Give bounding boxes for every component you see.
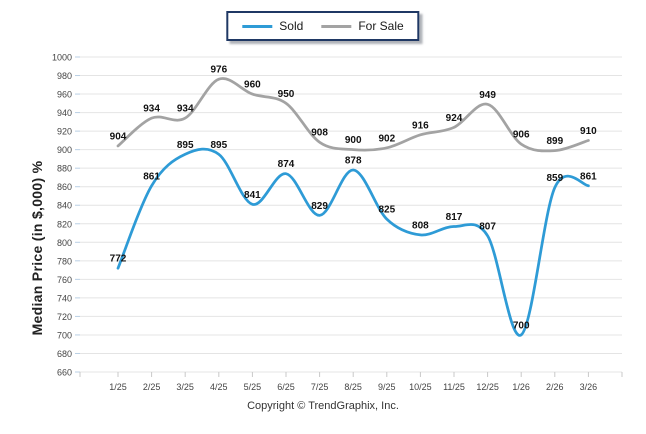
svg-text:825: 825 xyxy=(378,205,395,216)
svg-text:859: 859 xyxy=(546,173,563,184)
svg-text:808: 808 xyxy=(412,220,429,231)
legend: Sold For Sale xyxy=(226,11,420,41)
svg-text:1/25: 1/25 xyxy=(109,382,127,392)
legend-label-sold: Sold xyxy=(279,19,304,33)
y-axis-title: Median Price (in $,000) % xyxy=(29,160,45,336)
sold-line-swatch xyxy=(242,24,273,28)
svg-text:840: 840 xyxy=(57,201,72,211)
sold-line[interactable] xyxy=(116,147,590,337)
svg-text:861: 861 xyxy=(143,171,160,182)
svg-text:899: 899 xyxy=(546,136,563,147)
svg-text:950: 950 xyxy=(278,89,295,100)
copyright-text: Copyright © TrendGraphix, Inc. xyxy=(247,400,399,412)
svg-text:780: 780 xyxy=(57,256,72,266)
svg-text:820: 820 xyxy=(57,219,72,229)
svg-text:2/26: 2/26 xyxy=(546,382,564,392)
svg-text:874: 874 xyxy=(278,159,295,170)
svg-text:720: 720 xyxy=(57,312,72,322)
svg-text:924: 924 xyxy=(446,113,463,124)
svg-text:817: 817 xyxy=(446,212,463,223)
svg-text:6/25: 6/25 xyxy=(277,382,295,392)
svg-text:976: 976 xyxy=(210,65,227,76)
svg-text:904: 904 xyxy=(110,131,127,142)
svg-text:860: 860 xyxy=(57,182,72,192)
svg-text:3/26: 3/26 xyxy=(580,382,598,392)
svg-text:9/25: 9/25 xyxy=(378,382,396,392)
svg-text:895: 895 xyxy=(177,140,194,151)
svg-text:949: 949 xyxy=(479,90,496,101)
svg-text:895: 895 xyxy=(210,140,227,151)
svg-text:11/25: 11/25 xyxy=(443,382,465,392)
svg-text:841: 841 xyxy=(244,190,261,201)
svg-text:8/25: 8/25 xyxy=(344,382,362,392)
svg-text:960: 960 xyxy=(57,90,72,100)
svg-text:908: 908 xyxy=(311,128,328,139)
for-sale-line[interactable] xyxy=(116,77,590,153)
legend-item-sold[interactable]: Sold xyxy=(242,20,303,32)
for-sale-data-labels: 904 934 934 976 960 950 908 900 902 916 924 949 906 8… xyxy=(110,65,598,147)
svg-text:807: 807 xyxy=(479,221,496,232)
svg-text:1/26: 1/26 xyxy=(512,382,530,392)
svg-text:10/25: 10/25 xyxy=(409,382,432,392)
svg-text:940: 940 xyxy=(57,108,72,118)
x-axis-ticks: 1/25 2/25 3/25 4/25 5/25 6/25 7/25 8/25 9/25 10/2… xyxy=(79,372,623,392)
legend-label-for-sale: For Sale xyxy=(358,19,404,33)
svg-text:772: 772 xyxy=(110,254,127,265)
svg-text:5/25: 5/25 xyxy=(244,382,262,392)
svg-text:740: 740 xyxy=(57,293,72,303)
svg-text:4/25: 4/25 xyxy=(210,382,228,392)
svg-text:920: 920 xyxy=(57,127,72,137)
svg-text:906: 906 xyxy=(513,130,530,141)
svg-text:7/25: 7/25 xyxy=(311,382,329,392)
legend-item-for-sale[interactable]: For Sale xyxy=(321,19,404,33)
svg-text:900: 900 xyxy=(57,145,72,155)
svg-text:934: 934 xyxy=(143,104,160,115)
svg-text:960: 960 xyxy=(244,80,261,91)
svg-text:3/25: 3/25 xyxy=(176,382,194,392)
svg-text:660: 660 xyxy=(57,368,72,378)
svg-text:800: 800 xyxy=(57,238,72,248)
svg-text:829: 829 xyxy=(311,201,328,212)
svg-text:760: 760 xyxy=(57,275,72,285)
svg-text:700: 700 xyxy=(57,330,72,340)
svg-text:980: 980 xyxy=(57,71,72,81)
svg-text:680: 680 xyxy=(57,349,72,359)
svg-text:861: 861 xyxy=(580,171,597,182)
y-axis-ticks: 660 680 700 720 740 760 780 800 820 840 860 880 900 9… xyxy=(52,53,72,378)
svg-text:902: 902 xyxy=(378,133,395,144)
svg-text:2/25: 2/25 xyxy=(143,382,161,392)
svg-text:900: 900 xyxy=(345,135,362,146)
for-sale-line-swatch xyxy=(321,24,352,28)
svg-text:880: 880 xyxy=(57,164,72,174)
svg-text:12/25: 12/25 xyxy=(476,382,499,392)
svg-text:1000: 1000 xyxy=(52,53,72,63)
svg-text:878: 878 xyxy=(345,156,362,167)
svg-text:934: 934 xyxy=(177,104,194,115)
sold-data-labels: 772 861 895 895 841 874 829 878 825 808 817 807 700 8… xyxy=(110,140,598,332)
svg-text:700: 700 xyxy=(513,320,530,331)
svg-text:916: 916 xyxy=(412,120,429,131)
svg-text:910: 910 xyxy=(580,126,597,137)
